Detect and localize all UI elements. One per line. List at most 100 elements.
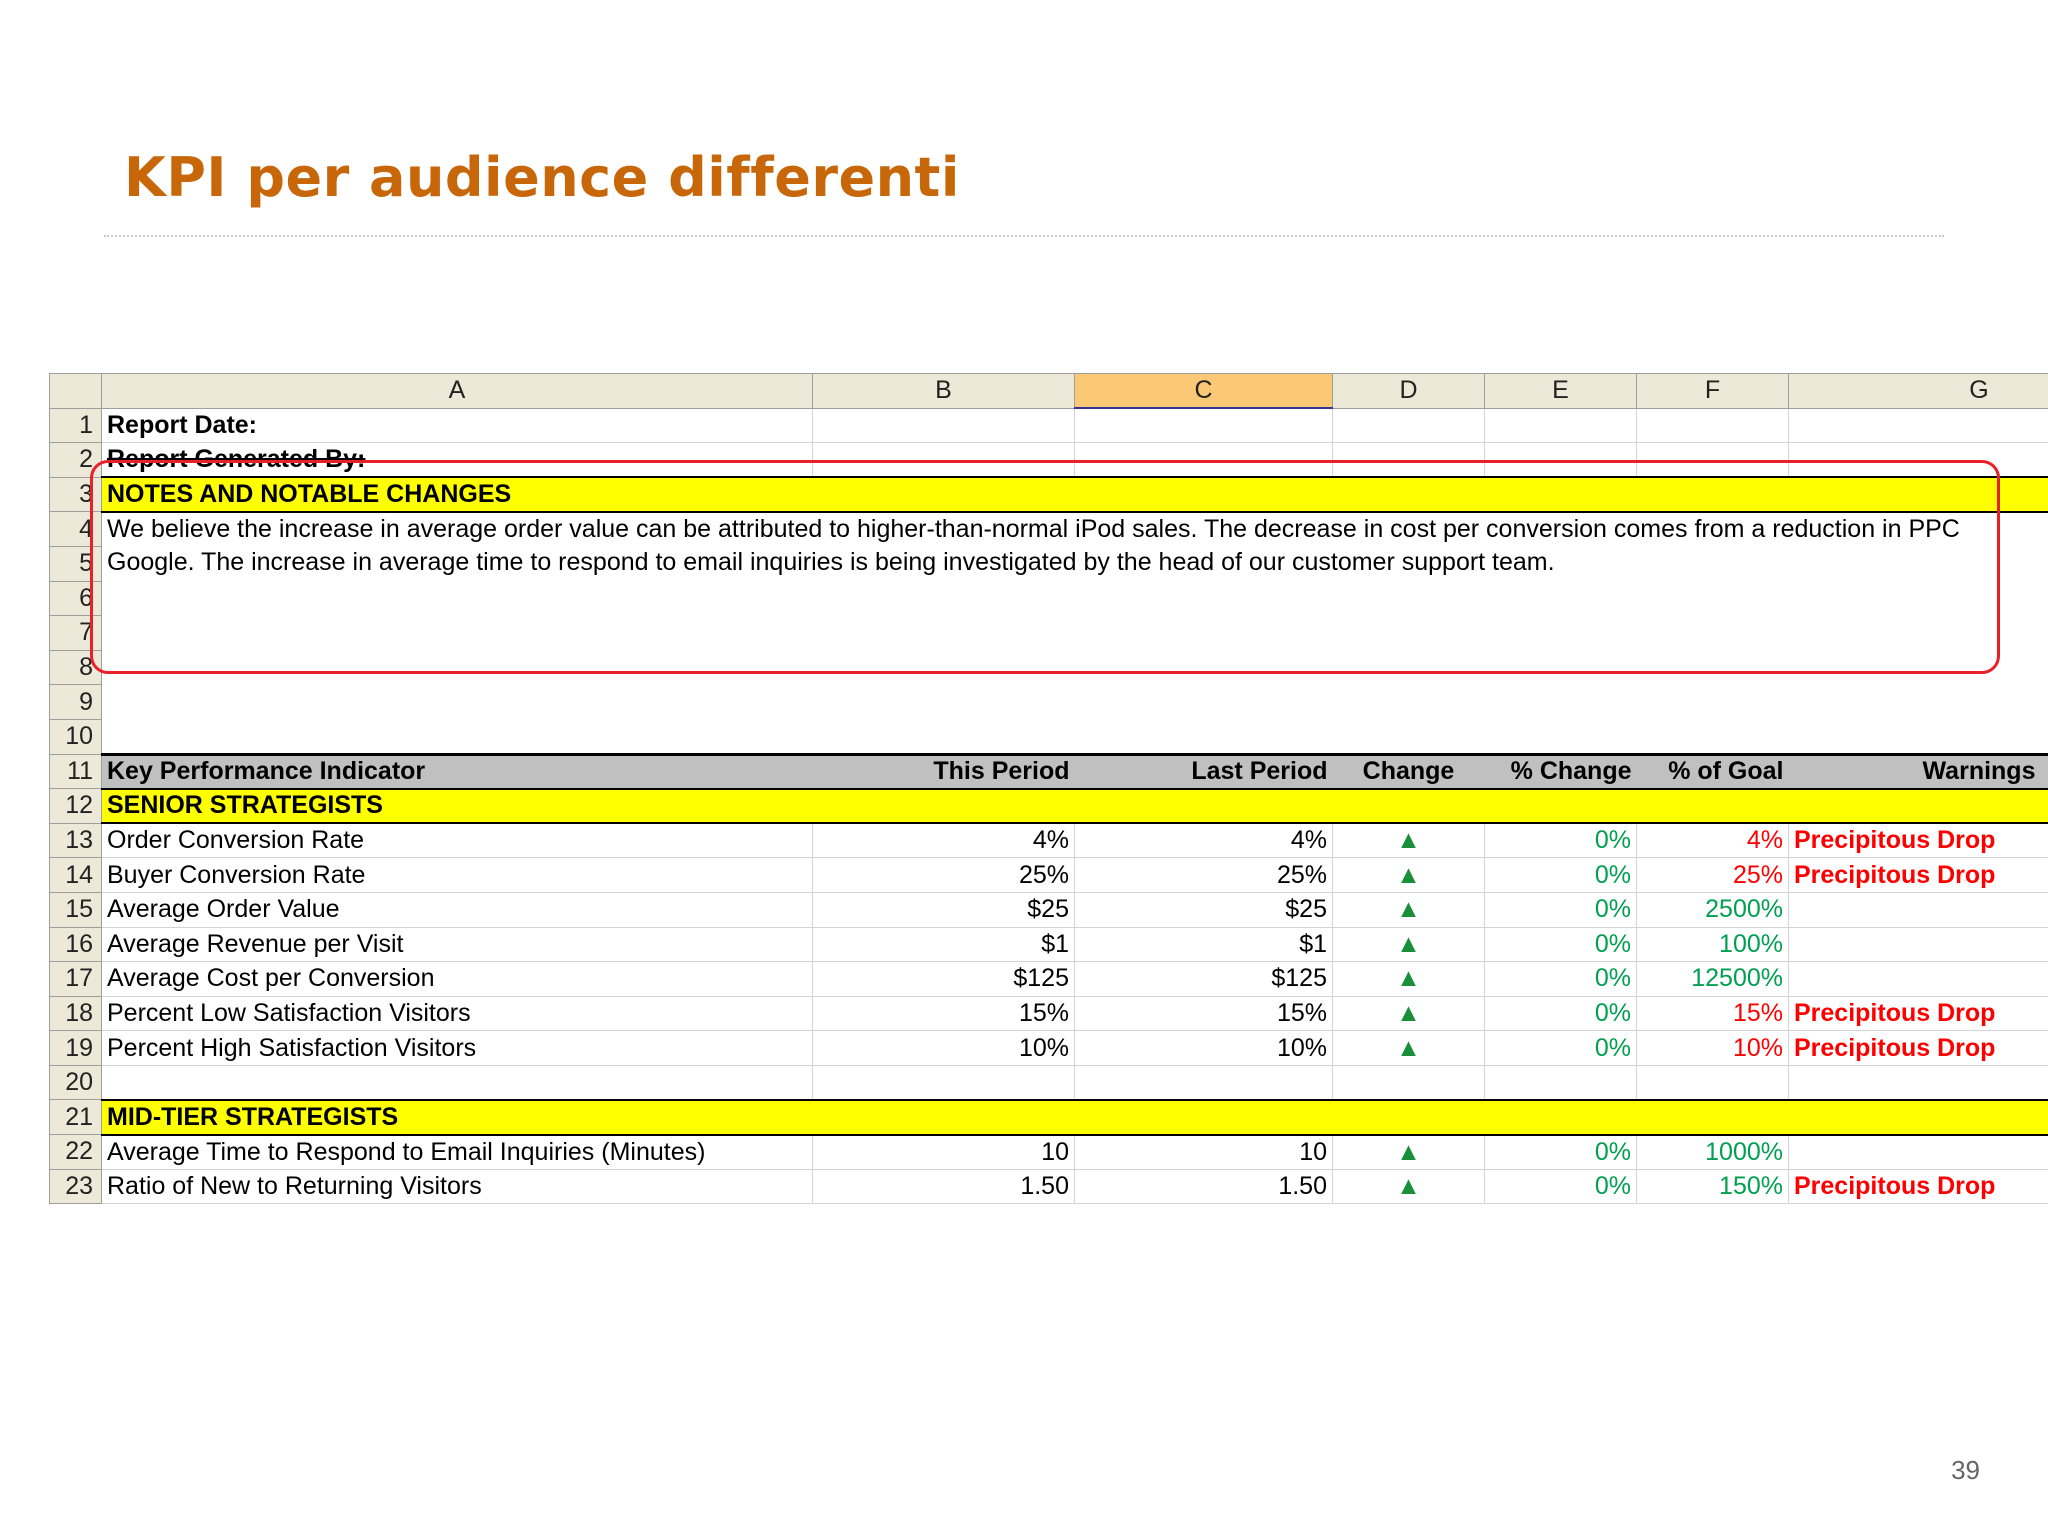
- pct-goal-value[interactable]: 2500%: [1636, 891, 1789, 928]
- kpi-name[interactable]: Average Cost per Conversion: [101, 961, 813, 997]
- row-number[interactable]: 3: [49, 476, 102, 513]
- warning-text[interactable]: [1788, 961, 2048, 997]
- warnings-header[interactable]: Warnings: [1788, 752, 2048, 790]
- pct-change-value[interactable]: 0%: [1484, 995, 1637, 1032]
- pct-change-value[interactable]: 0%: [1484, 1134, 1637, 1170]
- pct-goal-value[interactable]: 10%: [1636, 1030, 1789, 1066]
- cell[interactable]: [1636, 1064, 1789, 1101]
- notes-heading[interactable]: NOTES AND NOTABLE CHANGES: [101, 476, 2048, 513]
- cell[interactable]: [1636, 407, 1789, 444]
- row-number[interactable]: 4: [49, 511, 102, 547]
- last-period-value[interactable]: 15%: [1074, 995, 1333, 1032]
- warning-text[interactable]: Precipitous Drop: [1788, 1030, 2048, 1066]
- column-header-e[interactable]: E: [1484, 373, 1637, 409]
- change-up-arrow-icon[interactable]: ▲: [1332, 822, 1485, 859]
- empty-cell[interactable]: [102, 719, 2048, 754]
- row-number[interactable]: 10: [49, 718, 102, 755]
- this-period-value[interactable]: 10: [812, 1134, 1075, 1170]
- notes-text-line-1[interactable]: We believe the increase in average order…: [102, 512, 2048, 547]
- report-date-label[interactable]: Report Date:: [101, 407, 813, 444]
- row-number[interactable]: 6: [49, 580, 102, 617]
- last-period-value[interactable]: 10%: [1074, 1030, 1333, 1066]
- cell[interactable]: [1788, 442, 2048, 478]
- cell[interactable]: [812, 442, 1075, 478]
- change-up-arrow-icon[interactable]: ▲: [1332, 857, 1485, 893]
- column-header-c[interactable]: C: [1074, 373, 1333, 410]
- row-number[interactable]: 21: [49, 1099, 102, 1136]
- pct-change-value[interactable]: 0%: [1484, 926, 1637, 963]
- empty-cell[interactable]: [102, 616, 2048, 651]
- empty-cell[interactable]: [102, 581, 2048, 616]
- last-period-value[interactable]: 25%: [1074, 857, 1333, 893]
- cell[interactable]: [1332, 442, 1485, 478]
- cell[interactable]: [1788, 407, 2048, 444]
- row-number[interactable]: 20: [49, 1064, 102, 1101]
- cell[interactable]: [1074, 407, 1333, 444]
- empty-cell[interactable]: [102, 685, 2048, 720]
- this-period-value[interactable]: 1.50: [812, 1168, 1075, 1205]
- change-up-arrow-icon[interactable]: ▲: [1332, 961, 1485, 997]
- row-number[interactable]: 18: [49, 995, 102, 1032]
- notes-text-line-2[interactable]: Google. The increase in average time to …: [102, 546, 2048, 581]
- this-period-header[interactable]: This Period: [812, 752, 1075, 790]
- cell[interactable]: [1484, 1064, 1637, 1101]
- kpi-name[interactable]: Percent Low Satisfaction Visitors: [101, 995, 813, 1032]
- cell[interactable]: [812, 407, 1075, 444]
- row-number[interactable]: 7: [49, 615, 102, 651]
- cell[interactable]: [1074, 1064, 1333, 1101]
- column-header-g[interactable]: G: [1788, 373, 2048, 409]
- pct-change-value[interactable]: 0%: [1484, 891, 1637, 928]
- last-period-value[interactable]: $1: [1074, 926, 1333, 963]
- row-number[interactable]: 8: [49, 649, 102, 686]
- row-number[interactable]: 13: [49, 822, 102, 859]
- pct-goal-value[interactable]: 100%: [1636, 926, 1789, 963]
- last-period-value[interactable]: 10: [1074, 1134, 1333, 1170]
- change-up-arrow-icon[interactable]: ▲: [1332, 926, 1485, 963]
- this-period-value[interactable]: 25%: [812, 857, 1075, 893]
- cell[interactable]: [1484, 407, 1637, 444]
- cell[interactable]: [1332, 1064, 1485, 1101]
- row-number[interactable]: 22: [49, 1134, 102, 1170]
- kpi-name[interactable]: Average Time to Respond to Email Inquiri…: [101, 1134, 813, 1170]
- change-header[interactable]: Change: [1332, 752, 1485, 790]
- last-period-header[interactable]: Last Period: [1074, 752, 1333, 790]
- row-number[interactable]: 14: [49, 857, 102, 893]
- warning-text[interactable]: Precipitous Drop: [1788, 995, 2048, 1032]
- kpi-column-header[interactable]: Key Performance Indicator: [101, 752, 813, 790]
- select-all-corner[interactable]: [49, 373, 102, 409]
- pct-goal-header[interactable]: % of Goal: [1636, 752, 1789, 790]
- cell[interactable]: [1788, 1064, 2048, 1101]
- warning-text[interactable]: Precipitous Drop: [1788, 857, 2048, 893]
- warning-text[interactable]: [1788, 926, 2048, 963]
- pct-change-value[interactable]: 0%: [1484, 1168, 1637, 1205]
- row-number[interactable]: 11: [49, 753, 102, 790]
- kpi-name[interactable]: Ratio of New to Returning Visitors: [101, 1168, 813, 1205]
- change-up-arrow-icon[interactable]: ▲: [1332, 891, 1485, 928]
- pct-change-value[interactable]: 0%: [1484, 961, 1637, 997]
- kpi-name[interactable]: Average Order Value: [101, 891, 813, 928]
- section-mid-tier-strategists[interactable]: MID-TIER STRATEGISTS: [101, 1098, 2048, 1136]
- warning-text[interactable]: Precipitous Drop: [1788, 822, 2048, 859]
- row-number[interactable]: 9: [49, 684, 102, 720]
- warning-text[interactable]: Precipitous Drop: [1788, 1168, 2048, 1205]
- column-header-f[interactable]: F: [1636, 373, 1789, 409]
- kpi-name[interactable]: Percent High Satisfaction Visitors: [101, 1030, 813, 1066]
- pct-change-value[interactable]: 0%: [1484, 857, 1637, 893]
- pct-goal-value[interactable]: 4%: [1636, 822, 1789, 859]
- this-period-value[interactable]: $1: [812, 926, 1075, 963]
- cell[interactable]: [1332, 407, 1485, 444]
- cell[interactable]: [1484, 442, 1637, 478]
- last-period-value[interactable]: 4%: [1074, 822, 1333, 859]
- row-number[interactable]: 23: [49, 1168, 102, 1205]
- last-period-value[interactable]: $125: [1074, 961, 1333, 997]
- last-period-value[interactable]: $25: [1074, 891, 1333, 928]
- kpi-name[interactable]: Average Revenue per Visit: [101, 926, 813, 963]
- this-period-value[interactable]: $25: [812, 891, 1075, 928]
- column-header-d[interactable]: D: [1332, 373, 1485, 409]
- warning-text[interactable]: [1788, 1134, 2048, 1170]
- cell[interactable]: [1636, 442, 1789, 478]
- change-up-arrow-icon[interactable]: ▲: [1332, 1134, 1485, 1170]
- pct-change-value[interactable]: 0%: [1484, 822, 1637, 859]
- row-number[interactable]: 15: [49, 891, 102, 928]
- spreadsheet[interactable]: A B C D E F G 1 Report Date: 2 Report Ge…: [49, 373, 2048, 1205]
